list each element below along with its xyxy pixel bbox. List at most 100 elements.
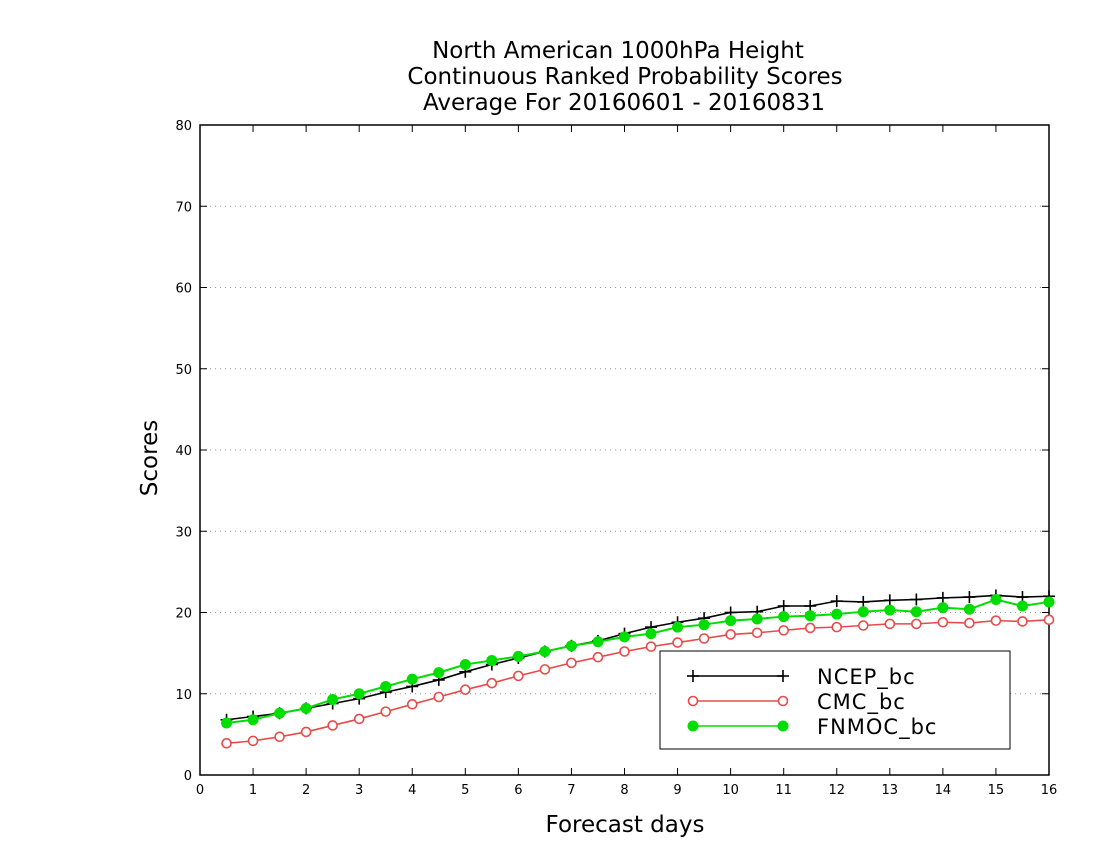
data-point-cmc-bc <box>884 618 896 630</box>
chart-title: North American 1000hPa Height Continuous… <box>407 38 842 116</box>
data-point-cmc-bc <box>1017 616 1028 627</box>
data-point-cmc-bc <box>247 735 259 747</box>
x-tick-label: 6 <box>514 783 522 798</box>
legend-marker-ncep-bc <box>687 670 699 682</box>
data-point-cmc-bc <box>804 622 816 634</box>
data-point-cmc-bc <box>513 670 524 682</box>
data-point-fnmoc-bc <box>990 594 1002 605</box>
legend-box <box>659 650 1011 750</box>
data-point-fnmoc-bc <box>406 673 418 685</box>
data-point-fnmoc-bc <box>937 602 949 614</box>
series-ncep-bc <box>220 589 1055 726</box>
data-point-fnmoc-bc <box>433 667 445 679</box>
x-tick-label: 4 <box>408 783 416 798</box>
x-tick-label: 3 <box>355 783 363 798</box>
y-tick-label: 40 <box>175 444 192 459</box>
data-point-fnmoc-bc <box>247 714 259 726</box>
data-point-fnmoc-bc <box>592 636 604 648</box>
y-tick-label: 20 <box>175 607 192 622</box>
series <box>220 589 1055 749</box>
data-point-cmc-bc <box>433 691 445 703</box>
legend-item-cmc-bc: CMC_bc <box>687 690 906 715</box>
x-tick-label: 2 <box>302 783 310 798</box>
data-point-cmc-bc <box>353 713 365 725</box>
data-point-fnmoc-bc <box>831 608 843 620</box>
data-point-ncep-bc <box>804 600 817 612</box>
chart-title-line-3: Average For 20160601 - 20160831 <box>423 90 825 116</box>
y-axis: 0 10 20 30 40 50 60 70 80 <box>175 119 1049 784</box>
series-cmc-bc <box>221 614 1055 749</box>
data-point-cmc-bc <box>911 618 922 630</box>
data-point-ncep-bc <box>830 595 843 608</box>
x-tick-label: 7 <box>567 783 575 798</box>
data-point-ncep-bc <box>910 593 923 606</box>
data-point-fnmoc-bc <box>539 646 551 657</box>
data-point-cmc-bc <box>460 684 471 695</box>
data-point-ncep-bc <box>777 600 790 612</box>
x-tick-label: 12 <box>828 783 845 798</box>
legend-marker-ncep-bc <box>777 670 789 682</box>
x-tick-label: 15 <box>988 783 1005 798</box>
data-point-cmc-bc <box>406 699 418 710</box>
data-point-fnmoc-bc <box>300 702 312 714</box>
x-tick-label: 13 <box>882 783 899 798</box>
data-point-fnmoc-bc <box>486 654 498 666</box>
data-point-cmc-bc <box>539 664 551 675</box>
data-point-fnmoc-bc <box>857 606 869 618</box>
y-tick-label: 70 <box>175 200 192 215</box>
y-tick-label: 10 <box>175 688 192 703</box>
data-point-cmc-bc <box>698 633 710 644</box>
data-point-cmc-bc <box>592 651 604 663</box>
legend-marker-fnmoc-bc <box>687 720 699 732</box>
x-tick-label: 14 <box>935 783 952 798</box>
x-tick-label: 10 <box>722 783 739 798</box>
data-point-cmc-bc <box>964 617 975 629</box>
data-point-fnmoc-bc <box>327 693 339 705</box>
data-point-ncep-bc <box>883 594 896 607</box>
data-point-fnmoc-bc <box>698 619 710 631</box>
data-point-cmc-bc <box>672 637 683 648</box>
x-tick-label: 8 <box>620 783 628 798</box>
data-point-cmc-bc <box>300 726 312 738</box>
legend-marker-cmc-bc <box>777 695 789 707</box>
data-point-cmc-bc <box>566 657 577 669</box>
data-point-cmc-bc <box>831 621 843 633</box>
data-point-fnmoc-bc <box>725 615 737 627</box>
x-tick-label: 0 <box>196 783 204 798</box>
y-tick-label: 60 <box>175 282 192 297</box>
data-point-cmc-bc <box>778 625 789 636</box>
legend-marker-cmc-bc <box>687 695 699 707</box>
data-point-fnmoc-bc <box>1016 600 1028 612</box>
legend-item-ncep-bc: NCEP_bc <box>687 665 915 690</box>
x-tick-label: 9 <box>673 783 681 798</box>
data-point-fnmoc-bc <box>1043 596 1055 608</box>
data-point-cmc-bc <box>327 720 338 731</box>
chart-title-line-2: Continuous Ranked Probability Scores <box>407 64 842 90</box>
data-point-ncep-bc <box>963 591 976 604</box>
x-tick-label: 5 <box>461 783 469 798</box>
data-point-fnmoc-bc <box>512 650 524 662</box>
data-point-cmc-bc <box>221 738 232 749</box>
data-point-fnmoc-bc <box>619 631 630 643</box>
data-point-fnmoc-bc <box>565 640 577 652</box>
legend-label-cmc-bc: CMC_bc <box>817 690 906 715</box>
x-axis: 0 1 2 3 4 5 6 7 8 9 10 11 12 13 14 15 16 <box>196 125 1057 798</box>
data-point-cmc-bc <box>725 629 736 640</box>
y-tick-label: 30 <box>175 525 192 540</box>
data-point-ncep-bc <box>857 595 870 608</box>
data-point-cmc-bc <box>937 616 949 628</box>
data-point-cmc-bc <box>1043 614 1055 626</box>
data-point-fnmoc-bc <box>963 603 975 615</box>
y-axis-label: Scores <box>137 420 163 496</box>
y-tick-label: 50 <box>175 363 192 378</box>
data-point-fnmoc-bc <box>884 604 896 616</box>
data-point-cmc-bc <box>274 731 285 743</box>
legend-item-fnmoc-bc: FNMOC_bc <box>687 715 936 740</box>
data-point-fnmoc-bc <box>910 606 922 618</box>
legend-marker-fnmoc-bc <box>777 720 789 732</box>
data-point-fnmoc-bc <box>221 717 233 729</box>
data-point-fnmoc-bc <box>645 628 657 640</box>
data-point-cmc-bc <box>990 615 1002 626</box>
